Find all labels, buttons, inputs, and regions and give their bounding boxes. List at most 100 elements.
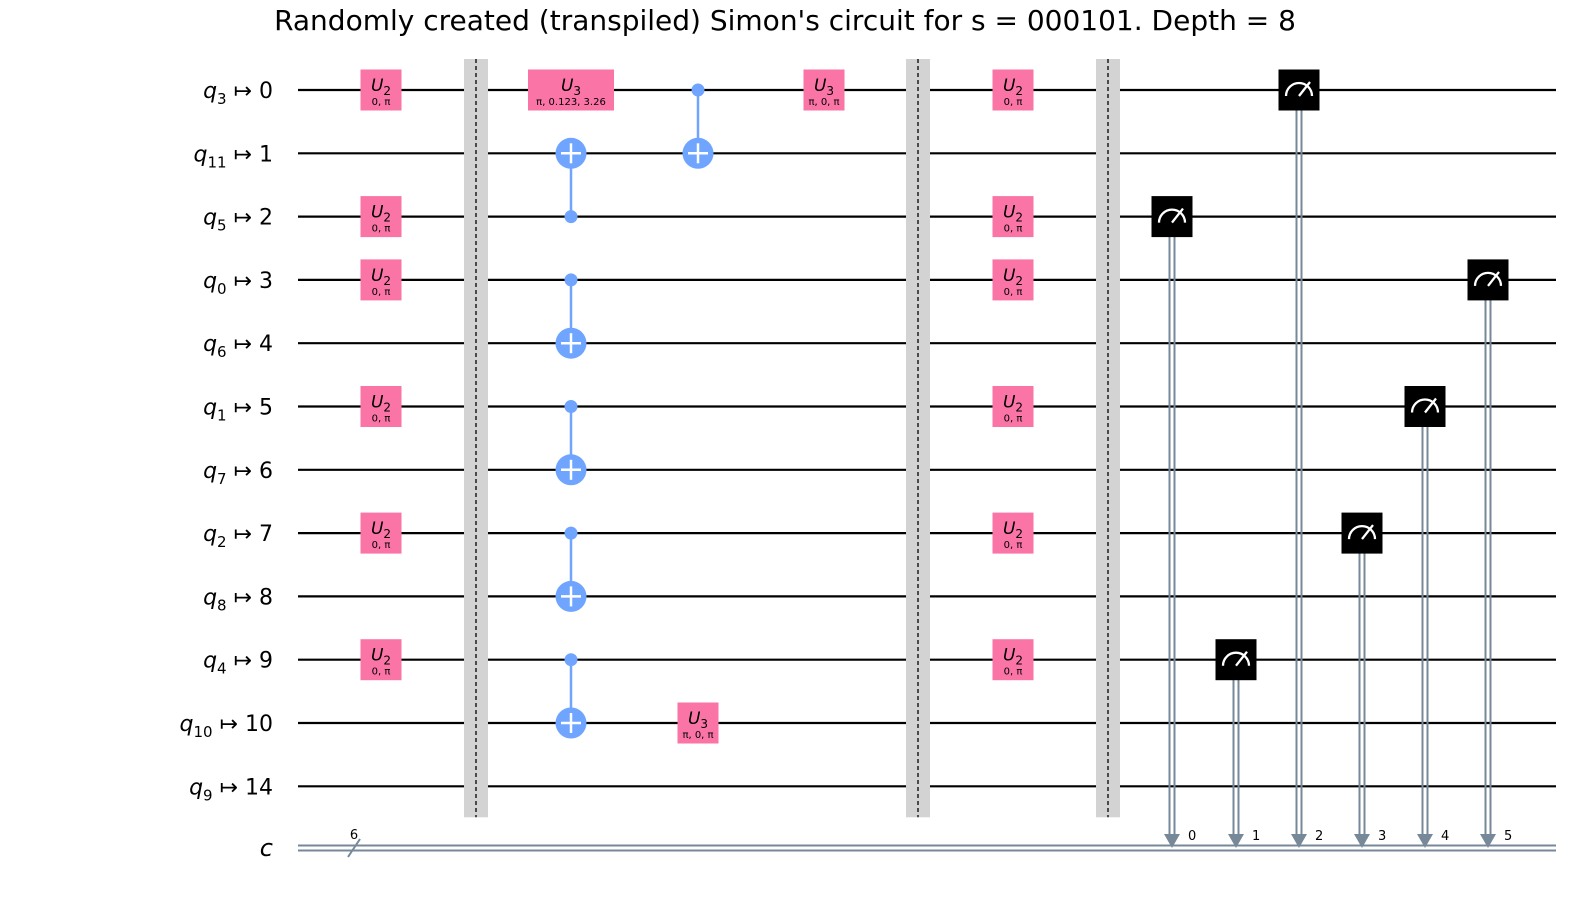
clbit-index-label: 5 (1504, 829, 1512, 844)
cx-control-dot (691, 83, 705, 97)
measure-arrow (1480, 834, 1496, 848)
u2-gate (360, 512, 402, 554)
meter-needle (1298, 81, 1311, 97)
clbit-index-label: 0 (1188, 829, 1196, 844)
meter-icon (1221, 651, 1251, 666)
u2-gate (992, 386, 1034, 427)
u2-gate-label: U2 (371, 266, 391, 288)
qubit-label-5: q1 ↦ 5 (203, 396, 273, 425)
u2-gate-label: U2 (371, 646, 391, 668)
classical-register-label: c (260, 834, 273, 862)
meter-icon (1347, 524, 1377, 540)
u2-gate (360, 386, 402, 427)
meter-icon (1473, 271, 1503, 286)
diagram-title: Randomly created (transpiled) Simon's ci… (274, 4, 1296, 37)
u2-gate-params: 0, π (372, 540, 391, 551)
u2-gate-label: U2 (1003, 519, 1023, 541)
qubit-label-2: q5 ↦ 2 (203, 206, 273, 235)
measure-gate (1278, 69, 1320, 111)
u2-gate-params: 0, π (1004, 540, 1023, 551)
u2-gate (360, 69, 402, 111)
u3-gate (528, 69, 614, 111)
meter-icon (1410, 398, 1440, 413)
u2-gate-params: 0, π (372, 287, 391, 298)
u2-gate (360, 259, 402, 301)
cx-control-dot (564, 653, 578, 667)
measure-gate (1151, 196, 1193, 238)
u3-gate (677, 702, 719, 744)
u2-gate-params: 0, π (1004, 667, 1023, 678)
u2-gate-label: U2 (371, 519, 391, 541)
qubit-label-8: q8 ↦ 8 (203, 585, 273, 614)
meter-icon (1157, 208, 1187, 223)
clbit-index-label: 1 (1252, 829, 1260, 844)
u3-gate-label: U3 (814, 76, 834, 98)
meter-needle (1235, 650, 1248, 667)
meter-icon (1284, 81, 1314, 97)
qubit-label-4: q6 ↦ 4 (203, 332, 273, 361)
u2-gate-label: U2 (1003, 646, 1023, 668)
qubit-label-1: q11 ↦ 1 (194, 142, 273, 171)
qubit-label-3: q0 ↦ 3 (203, 269, 273, 298)
cx-control-dot (564, 526, 578, 540)
classical-bundle-slash (347, 838, 361, 858)
cx-control-dot (564, 400, 578, 413)
u2-gate-label: U2 (371, 203, 391, 225)
u2-gate-label: U2 (371, 76, 391, 98)
u2-gate-params: 0, π (372, 667, 391, 678)
u2-gate (992, 512, 1034, 554)
u2-gate (992, 259, 1034, 301)
clbit-index-label: 2 (1315, 829, 1323, 844)
qubit-label-6: q7 ↦ 6 (203, 459, 273, 488)
measure-gate (1341, 512, 1383, 554)
u2-gate (992, 69, 1034, 111)
barriers-layer (464, 59, 1120, 818)
measure-gate (1215, 639, 1257, 681)
u3-gate-params: π, 0.123, 3.26 (536, 97, 606, 108)
measure-arrow (1228, 834, 1244, 848)
qubit-label-0: q3 ↦ 0 (203, 79, 273, 108)
u2-gate-params: 0, π (1004, 414, 1023, 425)
meter-needle (1487, 271, 1500, 287)
u2-gate-label: U2 (1003, 393, 1023, 415)
measure-gate (1467, 259, 1509, 301)
qubit-label-9: q4 ↦ 9 (203, 649, 273, 678)
u2-gate-label: U2 (1003, 266, 1023, 288)
u2-gate (992, 196, 1034, 238)
u2-gate-params: 0, π (1004, 97, 1023, 108)
qubit-label-7: q2 ↦ 7 (203, 522, 273, 551)
measure-gate (1404, 386, 1446, 427)
measure-arrow (1291, 834, 1307, 848)
u3-gate-label: U3 (688, 709, 708, 731)
u2-gate-label: U2 (1003, 203, 1023, 225)
labels-layer: q3 ↦ 0 q11 ↦ 1 q5 ↦ 2 q0 ↦ 3 q6 ↦ 4 q1 ↦ 5 q7 … (180, 79, 1513, 862)
qubit-label-11: q9 ↦ 14 (189, 775, 273, 804)
meter-needle (1171, 207, 1184, 224)
clbit-index-label: 3 (1378, 829, 1386, 844)
u3-gate-label: U3 (561, 76, 581, 98)
u2-gate-label: U2 (1003, 76, 1023, 98)
u2-gate (992, 639, 1034, 681)
meter-needle (1361, 524, 1374, 540)
u2-gate-params: 0, π (1004, 224, 1023, 235)
u2-gate (360, 196, 402, 238)
qubit-label-10: q10 ↦ 10 (180, 712, 273, 741)
u3-gate-params: π, 0, π (682, 730, 713, 741)
u2-gate (360, 639, 402, 681)
measure-arrow (1354, 834, 1370, 848)
cx-control-dot (564, 273, 578, 287)
measure-arrow (1417, 834, 1433, 848)
u2-gate-params: 0, π (372, 97, 391, 108)
u3-gate (803, 69, 845, 111)
cx-control-dot (564, 210, 578, 224)
measure-arrow (1164, 834, 1180, 848)
u2-gate-params: 0, π (372, 224, 391, 235)
meter-needle (1424, 397, 1437, 414)
classical-size-label: 6 (350, 828, 358, 843)
u2-gate-params: 0, π (372, 414, 391, 425)
u2-gate-label: U2 (371, 393, 391, 415)
clbit-index-label: 4 (1441, 829, 1449, 844)
u2-gate-params: 0, π (1004, 287, 1023, 298)
